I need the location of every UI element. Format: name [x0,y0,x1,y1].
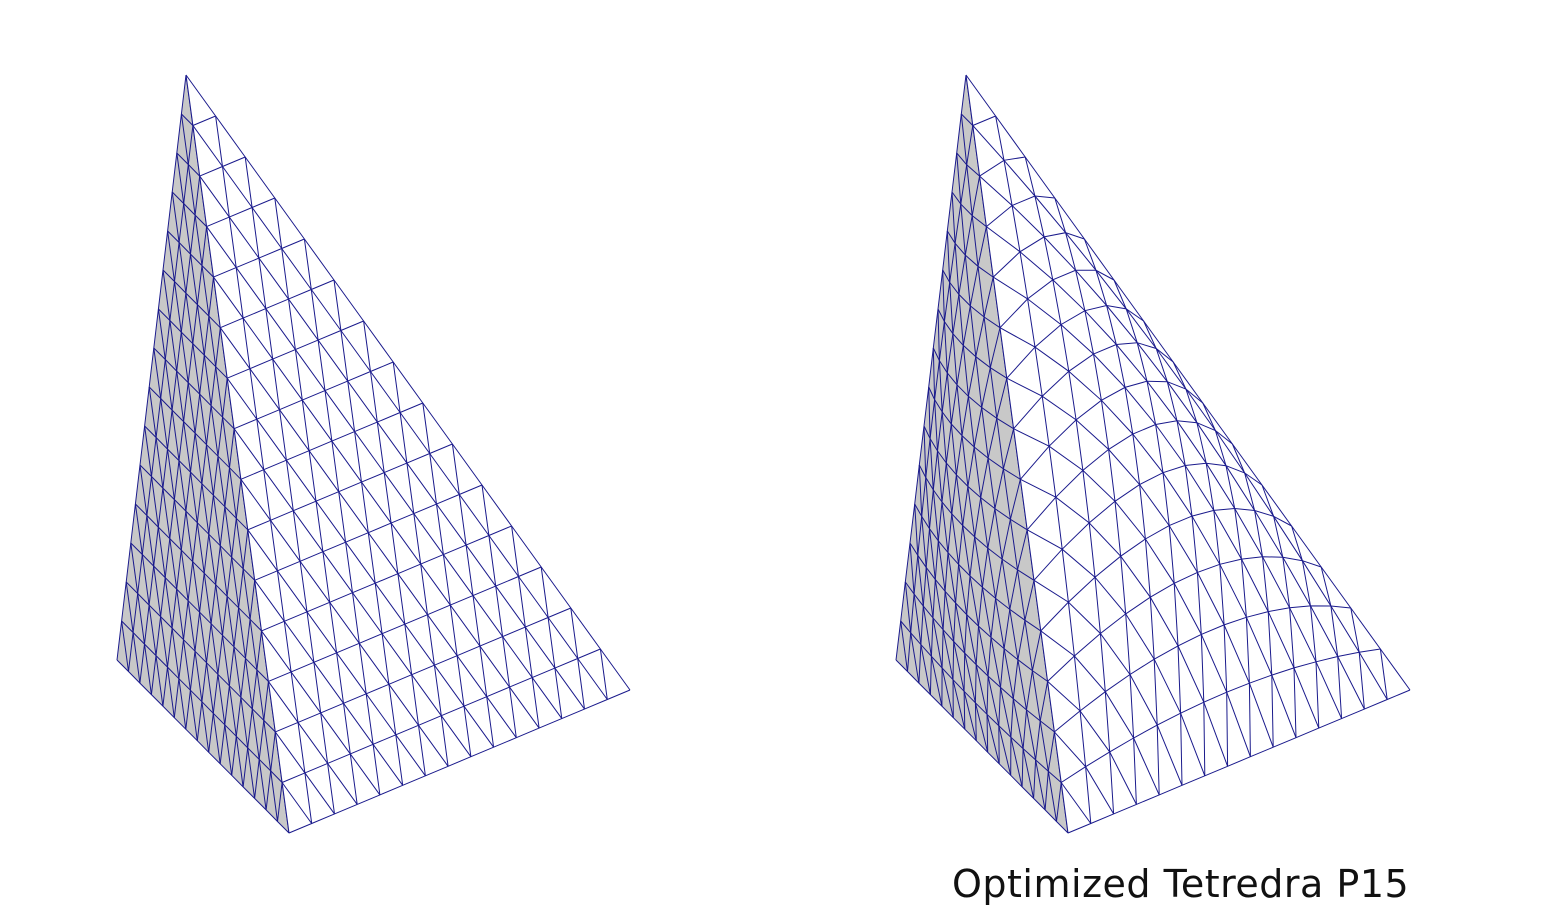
linear-tetrahedron-mesh [117,75,630,833]
figure-caption: Optimized Tetredra P15 [952,862,1409,906]
curved-tetrahedron-mesh [896,75,1410,833]
